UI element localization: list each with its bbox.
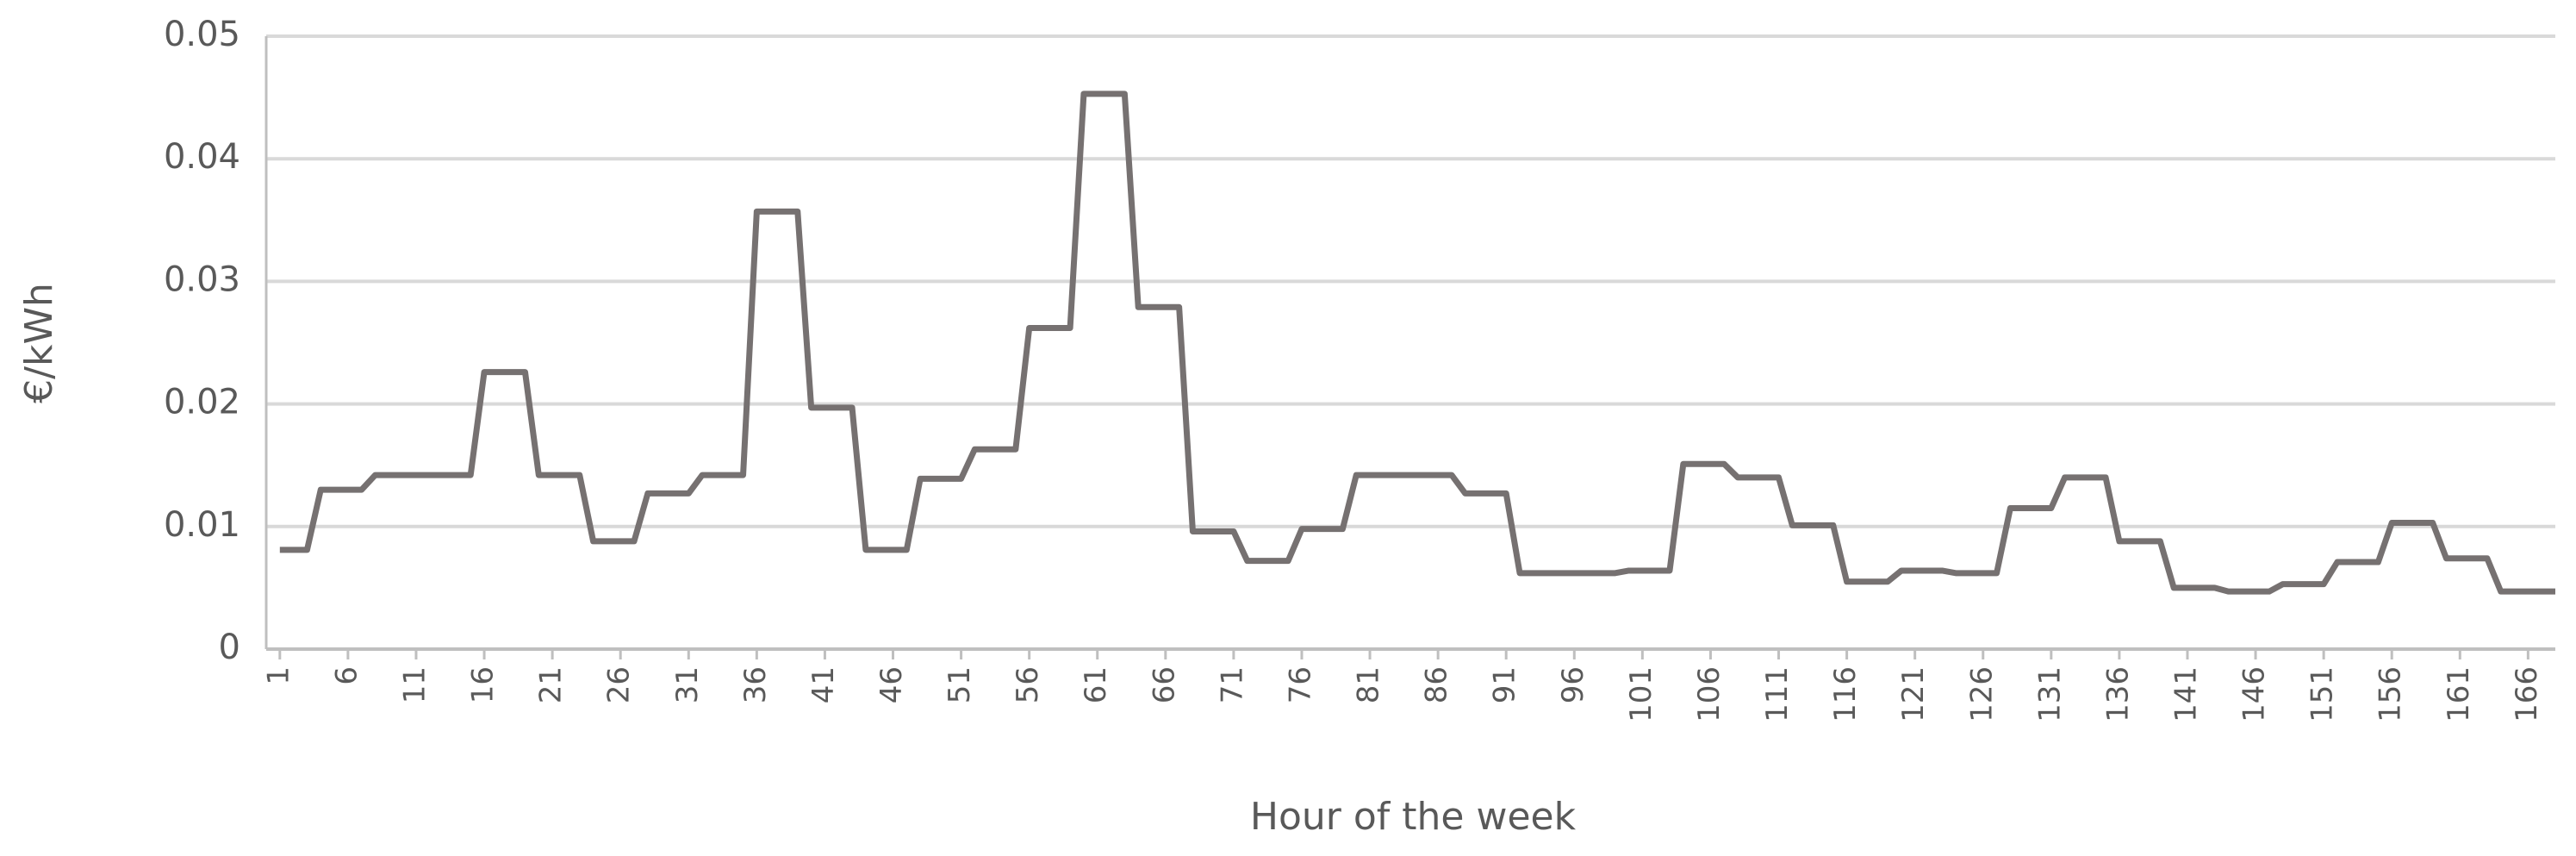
x-tick-label: 61 xyxy=(1079,666,1113,703)
y-tick-label: 0.04 xyxy=(164,137,240,177)
x-tick-label: 1 xyxy=(261,666,296,685)
x-tick-label: 36 xyxy=(738,666,773,703)
y-tick-label: 0.03 xyxy=(164,259,240,299)
x-tick-label: 111 xyxy=(1760,666,1795,722)
x-tick-label: 126 xyxy=(1964,666,1999,722)
y-tick-label: 0.05 xyxy=(164,15,240,54)
x-tick-label: 16 xyxy=(466,666,501,703)
y-tick-label: 0 xyxy=(219,628,240,667)
x-tick-label: 121 xyxy=(1896,666,1931,722)
x-tick-label: 136 xyxy=(2100,666,2135,722)
x-tick-label: 51 xyxy=(943,666,977,703)
x-tick-label: 71 xyxy=(1215,666,1249,703)
x-tick-label: 6 xyxy=(329,666,364,685)
x-tick-label: 131 xyxy=(2032,666,2067,722)
x-tick-label: 26 xyxy=(602,666,637,703)
x-tick-label: 11 xyxy=(397,666,432,703)
x-tick-label: 96 xyxy=(1556,666,1590,703)
x-tick-label: 141 xyxy=(2168,666,2203,722)
y-axis-title: €/kWh xyxy=(17,283,61,403)
y-tick-label: 0.01 xyxy=(164,505,240,545)
x-tick-label: 21 xyxy=(534,666,569,703)
x-tick-label: 91 xyxy=(1488,666,1522,703)
x-tick-label: 31 xyxy=(670,666,705,703)
x-tick-label: 106 xyxy=(1692,666,1727,722)
x-tick-label: 86 xyxy=(1420,666,1454,703)
x-tick-label: 81 xyxy=(1352,666,1386,703)
x-tick-label: 151 xyxy=(2305,666,2340,722)
x-tick-label: 56 xyxy=(1011,666,1045,703)
x-tick-label: 66 xyxy=(1147,666,1181,703)
x-tick-label: 46 xyxy=(874,666,909,703)
x-tick-label: 116 xyxy=(1828,666,1863,722)
price-line xyxy=(279,91,2555,595)
x-tick-label: 41 xyxy=(806,666,841,703)
x-tick-label: 161 xyxy=(2442,666,2476,722)
x-tick-label: 156 xyxy=(2374,666,2408,722)
x-tick-label: 101 xyxy=(1624,666,1658,722)
y-tick-label: 0.02 xyxy=(164,383,240,422)
x-axis-title: Hour of the week xyxy=(1250,795,1577,839)
x-tick-label: 146 xyxy=(2237,666,2272,722)
x-tick-label: 166 xyxy=(2510,666,2544,722)
x-tick-label: 76 xyxy=(1283,666,1317,703)
